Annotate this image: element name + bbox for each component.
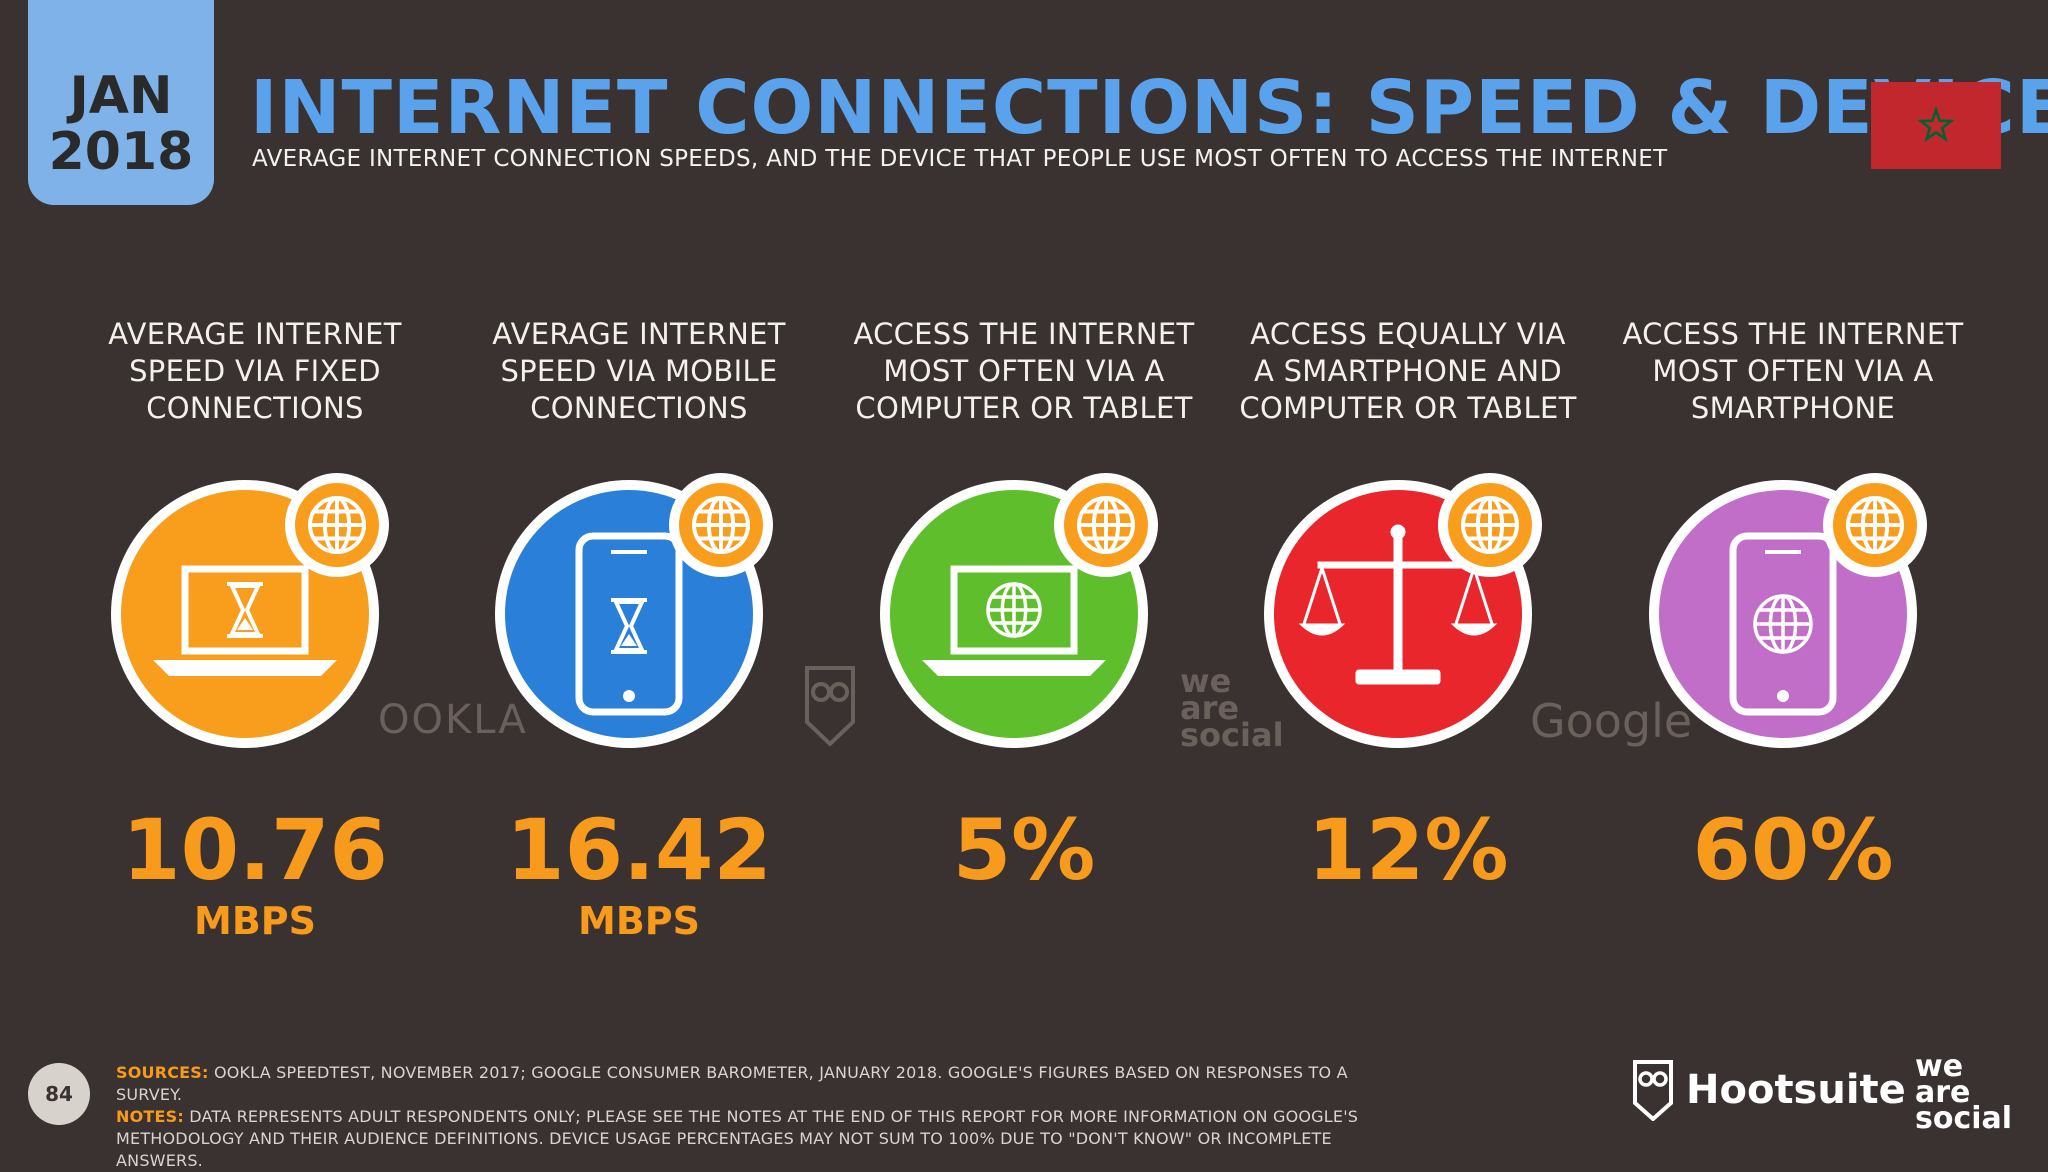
stat-column: ACCESS EQUALLY VIA A SMARTPHONE AND COMPUT… — [1223, 316, 1593, 892]
stat-label: ACCESS THE INTERNET MOST OFTEN VIA A SMART… — [1608, 316, 1978, 431]
stat-column: AVERAGE INTERNET SPEED VIA MOBILE CONNECTI… — [454, 316, 824, 942]
stat-label: AVERAGE INTERNET SPEED VIA FIXED CONNECTIO… — [70, 316, 440, 431]
scales-icon — [1258, 468, 1558, 768]
stat-label-line: SPEED VIA FIXED — [129, 354, 381, 388]
notes-key: NOTES: — [116, 1107, 184, 1126]
phone-globe-icon — [1643, 468, 1943, 768]
stat-unit: MBPS — [194, 899, 316, 943]
stat-value: 10.76 — [122, 801, 388, 899]
stat-label-line: ACCESS THE INTERNET — [1622, 317, 1964, 351]
stat-label-line: ACCESS THE INTERNET — [853, 317, 1195, 351]
date-tab: JAN 2018 — [28, 0, 214, 205]
date-year: 2018 — [48, 122, 194, 182]
page-number: 84 — [28, 1063, 90, 1125]
stat-value: 60% — [1692, 801, 1894, 899]
watermark-line: we — [1180, 662, 1232, 700]
stat-value: 5% — [952, 801, 1096, 899]
stat-label-line: SPEED VIA MOBILE — [500, 354, 778, 388]
sources-line: SOURCES: OOKLA SPEEDTEST, NOVEMBER 2017;… — [116, 1062, 1416, 1106]
stat-value: 12% — [1307, 801, 1509, 899]
page-subtitle: AVERAGE INTERNET CONNECTION SPEEDS, AND … — [252, 146, 1668, 172]
brand-line: we — [1915, 1049, 1964, 1084]
hootsuite-name: Hootsuite — [1686, 1067, 1906, 1113]
stat-unit: MBPS — [578, 899, 700, 943]
stat-label-line: MOST OFTEN VIA A — [883, 354, 1165, 388]
stat-label-line: AVERAGE INTERNET — [492, 317, 786, 351]
date-month: JAN — [69, 66, 173, 126]
stat-column: ACCESS THE INTERNET MOST OFTEN VIA A SMART… — [1608, 316, 1978, 892]
laptop-globe-icon — [874, 468, 1174, 768]
owl-icon — [1633, 1060, 1673, 1121]
star-icon — [1917, 106, 1955, 143]
stat-label-line: MOST OFTEN VIA A — [1652, 354, 1934, 388]
brand-line: are — [1915, 1075, 1971, 1110]
stat-label: AVERAGE INTERNET SPEED VIA MOBILE CONNECTI… — [454, 316, 824, 431]
owl-watermark-icon — [803, 666, 857, 750]
stat-label: ACCESS THE INTERNET MOST OFTEN VIA A COMPU… — [839, 316, 1209, 431]
stat-label-line: CONNECTIONS — [530, 391, 748, 425]
watermark-line: social — [1180, 716, 1284, 754]
stat-label-line: SMARTPHONE — [1690, 391, 1896, 425]
phone-hourglass-icon — [489, 468, 789, 768]
stat-label-line: COMPUTER OR TABLET — [1239, 391, 1577, 425]
stat-label-line: AVERAGE INTERNET — [108, 317, 402, 351]
stat-label-line: ACCESS EQUALLY VIA — [1250, 317, 1566, 351]
sources-key: SOURCES: — [116, 1063, 209, 1082]
brand-line: social — [1915, 1101, 2013, 1136]
stat-column: ACCESS THE INTERNET MOST OFTEN VIA A COMPU… — [839, 316, 1209, 892]
we-are-social-watermark: we are social — [1180, 662, 1284, 754]
stat-label-line: COMPUTER OR TABLET — [855, 391, 1193, 425]
stat-value: 16.42 — [506, 801, 772, 899]
page-title: INTERNET CONNECTIONS: SPEED & DEVICES — [250, 65, 2048, 151]
stat-label: ACCESS EQUALLY VIA A SMARTPHONE AND COMPUT… — [1223, 316, 1593, 431]
hootsuite-logo: Hootsuite — [1632, 1058, 1906, 1122]
notes-text: DATA REPRESENTS ADULT RESPONDENTS ONLY; … — [116, 1107, 1359, 1170]
stat-column: AVERAGE INTERNET SPEED VIA FIXED CONNECTIO… — [70, 316, 440, 942]
stat-label-line: A SMARTPHONE AND — [1253, 354, 1563, 388]
footer-notes: SOURCES: OOKLA SPEEDTEST, NOVEMBER 2017;… — [116, 1062, 1416, 1172]
watermark-line: are — [1180, 689, 1240, 727]
stat-label-line: CONNECTIONS — [146, 391, 364, 425]
ookla-watermark: OOKLA — [378, 697, 528, 743]
notes-line: NOTES: DATA REPRESENTS ADULT RESPONDENTS… — [116, 1106, 1416, 1172]
we-are-social-logo: we are social — [1915, 1049, 2013, 1136]
sources-text: OOKLA SPEEDTEST, NOVEMBER 2017; GOOGLE C… — [116, 1063, 1348, 1104]
google-watermark: Google — [1530, 694, 1693, 748]
morocco-flag-icon — [1871, 82, 2001, 169]
laptop-hourglass-icon — [105, 468, 405, 768]
